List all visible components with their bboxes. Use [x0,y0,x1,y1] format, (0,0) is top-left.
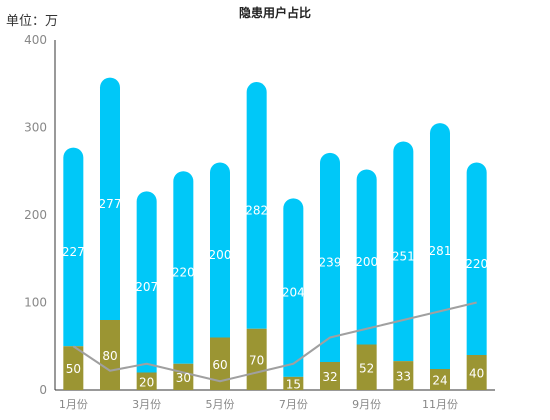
bar-segment-top [393,141,414,362]
data-label-bottom: 32 [322,370,337,384]
axes: 0 100 200 300 400 1月份 3月份 5月份 7月份 9月份 11月份 [24,33,495,411]
bar-segment-bottom [100,320,120,390]
data-label-bottom: 80 [102,349,117,363]
data-label-bottom: 30 [176,371,191,385]
bar-segment-top [246,82,267,329]
bar-segment-top [173,171,194,364]
bar-segment-top [320,152,340,362]
bar-segment-bottom [283,376,304,390]
data-label-top: 204 [282,286,305,300]
x-tick-label: 3月份 [132,398,161,411]
data-label-bottom: 50 [66,362,81,376]
y-tick-label: 100 [24,296,47,310]
bar-segment-bottom [393,361,414,390]
bar-segment-bottom [320,362,340,390]
data-labels: 227 50 277 80 207 20 220 30 200 60 282 70 204 15 239 32… [62,197,488,392]
data-label-top: 281 [429,244,452,258]
bar-segment-top [100,77,120,320]
data-label-top: 220 [465,257,488,271]
bar-segment-bottom [466,355,487,390]
data-label-bottom: 40 [469,367,484,381]
y-tick-label: 300 [24,121,47,135]
data-label-top: 200 [209,248,232,262]
data-label-bottom: 24 [432,374,447,388]
y-tick-label: 400 [24,33,47,47]
bar-segment-bottom [210,337,230,390]
bar-segment-top [466,162,487,355]
data-label-top: 239 [319,255,342,269]
bar-segment-bottom [136,372,157,390]
data-label-bottom: 52 [359,361,374,375]
bar-segment-bottom [356,344,377,390]
trend-line-group [72,301,477,383]
data-label-top: 227 [62,245,85,259]
y-tick-label: 200 [24,208,47,222]
data-label-top: 200 [355,255,378,269]
data-label-bottom: 70 [249,353,264,367]
data-label-bottom: 60 [212,358,227,372]
bar-segment-top [356,169,377,345]
bar-segment-bottom [430,369,450,390]
bars [63,77,487,390]
data-label-top: 207 [135,280,158,294]
unit-label: 单位：万 [6,14,59,29]
bar-segment-top [210,162,230,338]
data-label-bottom: 20 [139,375,154,389]
bar-segment-top [136,191,157,373]
x-tick-label: 9月份 [352,398,381,411]
data-label-top: 220 [172,266,195,280]
data-label-top: 277 [99,197,122,211]
y-tick-label: 0 [39,383,47,397]
data-label-top: 251 [392,249,415,263]
data-label-bottom: 33 [396,370,411,384]
bar-segment-top [283,198,304,377]
x-tick-label: 5月份 [206,398,235,411]
x-tick-label: 11月份 [422,398,458,411]
chart-title: 隐患用户占比 [238,6,311,20]
bar-segment-top [63,147,84,347]
data-label-bottom: 15 [286,377,301,391]
x-tick-label: 1月份 [59,398,88,411]
trend-line [72,301,477,383]
bar-segment-bottom [63,346,84,390]
bar-segment-top [430,123,450,369]
x-tick-label: 7月份 [279,398,308,411]
data-label-top: 282 [245,203,268,217]
